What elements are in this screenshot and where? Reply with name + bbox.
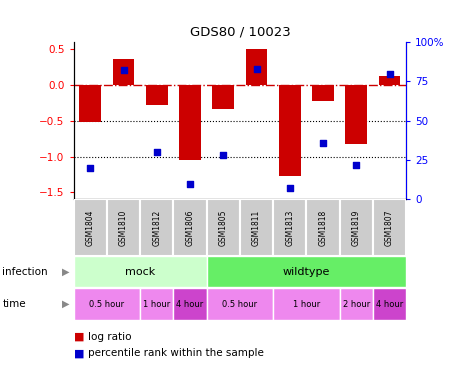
Bar <box>74 256 207 287</box>
Bar <box>113 59 134 85</box>
Bar <box>207 199 240 256</box>
Text: time: time <box>2 299 26 309</box>
Bar <box>207 288 273 320</box>
Point <box>386 71 393 76</box>
Bar <box>107 199 140 256</box>
Text: wildtype: wildtype <box>283 267 330 277</box>
Bar <box>273 199 306 256</box>
Point <box>352 162 360 168</box>
Text: 4 hour: 4 hour <box>176 300 204 309</box>
Text: GSM1819: GSM1819 <box>352 210 361 246</box>
Point <box>153 149 161 155</box>
Bar <box>340 288 373 320</box>
Point <box>286 186 294 191</box>
Bar <box>173 199 207 256</box>
Bar <box>240 199 273 256</box>
Bar <box>306 199 340 256</box>
Text: ▶: ▶ <box>62 299 69 309</box>
Bar <box>179 85 201 160</box>
Text: ■: ■ <box>74 348 84 358</box>
Bar <box>312 85 334 101</box>
Text: 0.5 hour: 0.5 hour <box>222 300 257 309</box>
Text: mock: mock <box>125 267 155 277</box>
Text: GSM1813: GSM1813 <box>285 210 294 246</box>
Point <box>86 165 94 171</box>
Text: GSM1811: GSM1811 <box>252 210 261 246</box>
Text: GSM1810: GSM1810 <box>119 210 128 246</box>
Text: 1 hour: 1 hour <box>293 300 320 309</box>
Bar <box>146 85 168 105</box>
Text: GDS80 / 10023: GDS80 / 10023 <box>190 25 290 38</box>
Text: infection: infection <box>2 267 48 277</box>
Bar <box>79 85 101 122</box>
Text: 1 hour: 1 hour <box>143 300 171 309</box>
Bar <box>140 288 173 320</box>
Point <box>186 181 194 187</box>
Bar <box>373 288 406 320</box>
Point <box>219 153 227 158</box>
Text: GSM1807: GSM1807 <box>385 210 394 246</box>
Text: 2 hour: 2 hour <box>342 300 370 309</box>
Bar <box>74 288 140 320</box>
Text: ▶: ▶ <box>62 267 69 277</box>
Bar <box>246 49 267 85</box>
Bar <box>74 199 107 256</box>
Text: GSM1804: GSM1804 <box>86 210 95 246</box>
Text: GSM1818: GSM1818 <box>319 210 327 246</box>
Bar <box>207 256 406 287</box>
Text: GSM1805: GSM1805 <box>219 210 228 246</box>
Text: 4 hour: 4 hour <box>376 300 403 309</box>
Text: percentile rank within the sample: percentile rank within the sample <box>88 348 264 358</box>
Bar <box>345 85 367 144</box>
Point <box>319 140 327 146</box>
Text: GSM1812: GSM1812 <box>152 210 161 246</box>
Bar <box>140 199 173 256</box>
Text: GSM1806: GSM1806 <box>186 210 194 246</box>
Point <box>253 66 260 72</box>
Bar <box>379 76 400 85</box>
Bar <box>373 199 406 256</box>
Bar <box>340 199 373 256</box>
Bar <box>273 288 340 320</box>
Text: log ratio: log ratio <box>88 332 132 342</box>
Bar <box>279 85 301 176</box>
Point <box>120 67 127 73</box>
Text: 0.5 hour: 0.5 hour <box>89 300 124 309</box>
Bar <box>173 288 207 320</box>
Text: ■: ■ <box>74 332 84 342</box>
Bar <box>212 85 234 109</box>
